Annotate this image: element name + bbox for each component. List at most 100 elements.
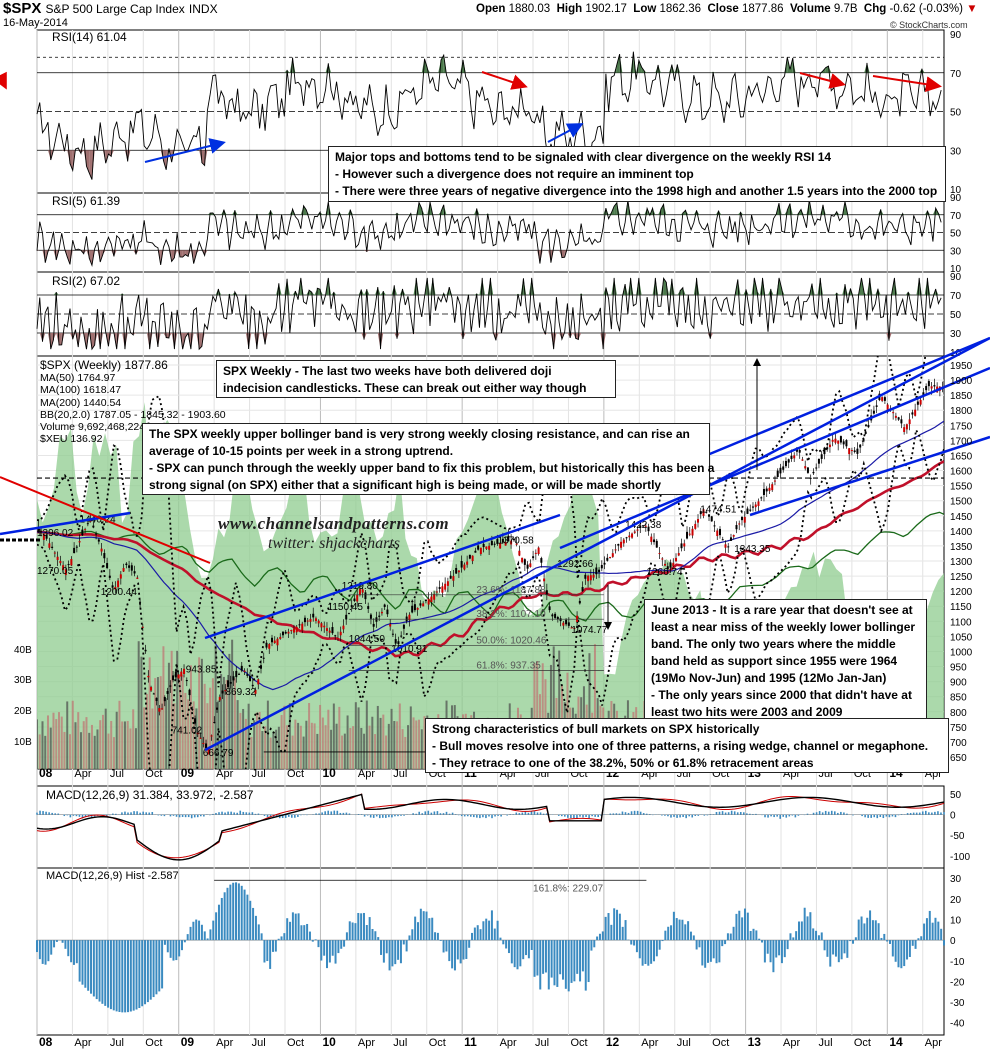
candle-body xyxy=(221,690,224,694)
rsi-overbought-fill xyxy=(638,60,642,73)
volume-bar xyxy=(330,729,333,769)
x-tick-label: 08 xyxy=(39,1035,53,1049)
candle-body xyxy=(850,450,853,452)
rsi-oversold-fill xyxy=(201,150,205,166)
note-doji-line-2: indecision candlesticks. These can break… xyxy=(223,381,587,395)
candle-body xyxy=(139,601,142,603)
candle-body xyxy=(603,562,606,565)
candle-body xyxy=(710,516,713,522)
rsi-overbought-fill xyxy=(680,213,683,215)
volume-bar xyxy=(176,650,179,769)
price-tick-label: 1050 xyxy=(950,632,973,643)
price-tick-label: 1250 xyxy=(950,572,973,583)
rsi-overbought-fill xyxy=(902,213,906,215)
candle-body xyxy=(317,620,320,624)
trendline xyxy=(204,336,990,752)
candle-body xyxy=(251,684,254,687)
rsi-overbought-fill xyxy=(243,294,246,295)
candle-body xyxy=(504,541,507,546)
candle-body xyxy=(433,594,436,600)
volume-bar xyxy=(294,719,297,769)
candle-body xyxy=(768,487,771,491)
candle-body xyxy=(815,467,818,469)
x-tick-label: Oct xyxy=(287,768,304,780)
candle-body xyxy=(606,557,609,561)
candle-body xyxy=(490,540,493,546)
candle-body xyxy=(419,603,422,606)
trendline xyxy=(559,366,990,550)
rsi-tick-label: 90 xyxy=(950,193,962,204)
volume-bar xyxy=(74,722,77,769)
volume-bar xyxy=(233,678,236,769)
rsi-oversold-fill xyxy=(61,333,65,345)
candle-body xyxy=(216,707,219,710)
volume-bar xyxy=(349,727,352,769)
candle-body xyxy=(666,566,669,570)
rsi-oversold-fill xyxy=(575,333,579,340)
candle-body xyxy=(680,543,683,549)
divergence-arrow xyxy=(547,123,584,143)
candle-body xyxy=(760,497,763,499)
watermark-twitter: twitter: shjackcharts xyxy=(268,535,400,552)
volume-bar xyxy=(536,661,539,769)
candle-body xyxy=(358,588,361,595)
candle-body xyxy=(119,574,122,579)
candle-body xyxy=(270,637,273,643)
volume-bar xyxy=(247,703,250,769)
candle-body xyxy=(650,536,653,542)
candle-body xyxy=(683,543,686,547)
candle-body xyxy=(617,543,620,546)
candle-body xyxy=(567,622,570,626)
candle-body xyxy=(526,564,529,569)
candle-body xyxy=(89,520,92,522)
candle-body xyxy=(287,631,290,634)
rsi-overbought-fill xyxy=(361,289,365,295)
candle-body xyxy=(402,624,405,629)
volume-bar xyxy=(398,703,401,769)
candle-body xyxy=(243,670,246,672)
volume-bar xyxy=(162,646,165,769)
candle-body xyxy=(548,606,551,611)
note-june-2013: June 2013 - It is a rare year that doesn… xyxy=(644,599,927,723)
price-tick-label: 1600 xyxy=(950,467,973,478)
rsi-overbought-fill xyxy=(581,293,584,295)
x-tick-label: Apr xyxy=(358,1037,375,1049)
candle-body xyxy=(529,563,532,567)
volume-bar xyxy=(44,735,47,769)
candle-body xyxy=(848,448,851,455)
rsi-oversold-fill xyxy=(166,333,169,338)
candle-body xyxy=(686,531,689,539)
volume-bar xyxy=(415,720,418,769)
volume-bar xyxy=(393,721,396,769)
volume-bar xyxy=(82,721,85,769)
candle-body xyxy=(207,748,210,755)
rsi-oversold-fill xyxy=(83,150,87,167)
candle-body xyxy=(347,613,350,615)
candle-body xyxy=(518,550,521,556)
divergence-arrow xyxy=(0,71,7,90)
candle-body xyxy=(551,614,554,617)
x-tick-label: Oct xyxy=(429,1037,446,1049)
candle-body xyxy=(565,619,568,625)
volume-bar xyxy=(313,723,316,769)
candle-body xyxy=(677,553,680,556)
candle-body xyxy=(320,623,323,628)
candle-body xyxy=(268,644,271,649)
rsi-oversold-fill xyxy=(163,150,167,170)
rsi-overbought-fill xyxy=(328,277,332,295)
rsi-overbought-fill xyxy=(419,202,422,215)
note-june-line-4: band held as support since 1955 were 196… xyxy=(651,654,898,668)
rsi-overbought-fill xyxy=(888,293,892,295)
candle-body xyxy=(213,722,216,724)
volume-bar xyxy=(66,701,69,769)
volume-bar xyxy=(187,699,190,769)
candle-body xyxy=(202,742,205,744)
volume-bar xyxy=(60,716,63,769)
candle-body xyxy=(122,568,125,572)
x-tick-label: 13 xyxy=(748,1035,762,1049)
candle-body xyxy=(925,386,928,391)
candle-body xyxy=(609,556,612,558)
candle-body xyxy=(798,449,801,453)
x-tick-label: Jul xyxy=(535,1037,549,1049)
candle-body xyxy=(751,506,754,508)
